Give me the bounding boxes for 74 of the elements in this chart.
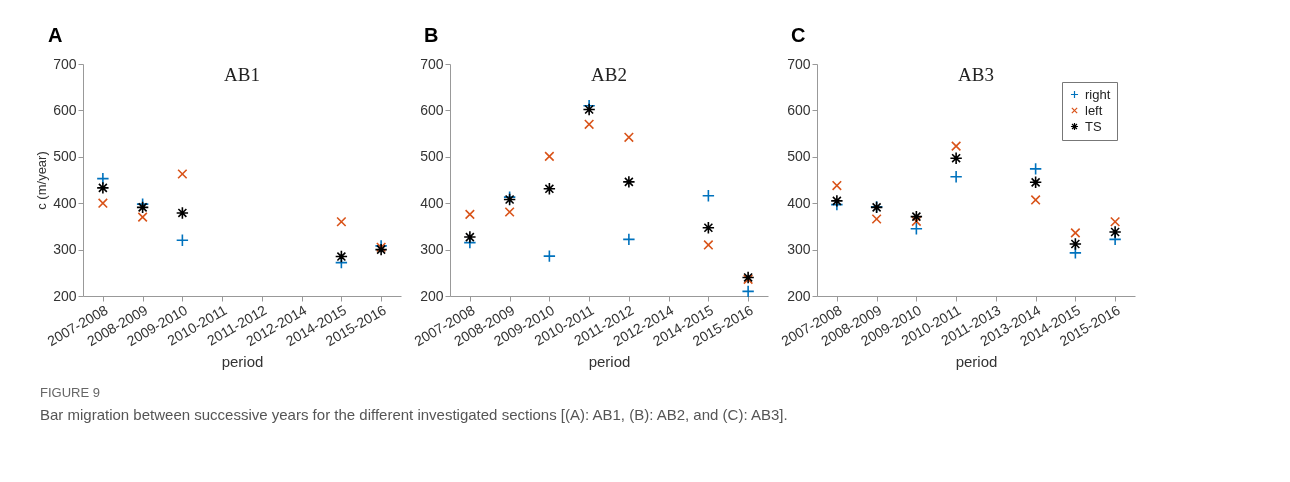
y-tick-label: 700 bbox=[787, 55, 811, 72]
point bbox=[951, 141, 962, 152]
point bbox=[177, 168, 188, 180]
text: Bar migration between successive years for the different investigated sections [(A): AB1, (B): AB2, and (C): AB3]. bbox=[40, 406, 789, 423]
point bbox=[701, 221, 715, 235]
x-axis-title: period bbox=[588, 353, 631, 371]
point bbox=[175, 206, 189, 220]
y-tick-label: 200 bbox=[420, 287, 444, 304]
y-tick-label: 400 bbox=[420, 194, 444, 211]
point bbox=[741, 284, 755, 298]
point bbox=[911, 216, 922, 227]
y-tick-label: 500 bbox=[53, 148, 77, 165]
legend-label: right bbox=[1085, 86, 1111, 102]
x-axis-title: period bbox=[955, 353, 998, 371]
point bbox=[949, 151, 963, 165]
y-tick-label: 500 bbox=[787, 148, 811, 165]
point bbox=[336, 216, 347, 227]
point bbox=[334, 250, 348, 264]
point bbox=[463, 230, 477, 244]
point bbox=[1110, 216, 1121, 227]
point bbox=[175, 233, 189, 247]
chart-title: AB2 bbox=[591, 64, 627, 85]
point bbox=[831, 180, 842, 191]
point bbox=[542, 182, 556, 196]
y-tick-label: 300 bbox=[420, 241, 444, 258]
point bbox=[1068, 237, 1082, 251]
chart-title: AB3 bbox=[958, 64, 994, 85]
point bbox=[544, 151, 555, 162]
point bbox=[464, 209, 475, 220]
point bbox=[949, 170, 963, 184]
point bbox=[1070, 227, 1081, 238]
y-tick-label: 300 bbox=[53, 241, 77, 258]
chart-title: AB1 bbox=[224, 64, 260, 85]
y-axis-title: c (m/year) bbox=[34, 151, 50, 210]
y-tick-label: 200 bbox=[53, 287, 77, 304]
y-tick-label: 600 bbox=[53, 101, 77, 118]
point bbox=[743, 274, 754, 285]
point bbox=[909, 222, 923, 236]
legend-label: TS bbox=[1085, 118, 1102, 134]
point bbox=[871, 213, 882, 225]
y-tick-label: 500 bbox=[420, 148, 444, 165]
legend-label: left bbox=[1085, 102, 1103, 118]
text: B bbox=[424, 24, 439, 47]
point bbox=[137, 212, 148, 223]
y-tick-label: 400 bbox=[53, 194, 77, 211]
y-tick-label: 700 bbox=[53, 55, 77, 72]
point bbox=[701, 189, 715, 203]
y-tick-label: 600 bbox=[787, 101, 811, 118]
x-axis-title: period bbox=[221, 353, 264, 371]
point bbox=[909, 210, 923, 224]
point bbox=[1030, 194, 1041, 206]
point bbox=[830, 194, 844, 208]
point bbox=[97, 198, 108, 209]
y-tick-label: 600 bbox=[420, 101, 444, 118]
y-tick-label: 200 bbox=[787, 287, 811, 304]
caption: FIGURE 9 bbox=[40, 385, 101, 400]
text: C bbox=[791, 24, 806, 47]
point bbox=[622, 175, 636, 189]
point bbox=[96, 181, 110, 195]
point bbox=[703, 239, 714, 251]
y-tick-label: 700 bbox=[420, 55, 444, 72]
point bbox=[623, 132, 634, 143]
point bbox=[1108, 225, 1122, 239]
point bbox=[584, 119, 595, 130]
point bbox=[504, 206, 515, 218]
point bbox=[374, 243, 388, 257]
point bbox=[542, 249, 556, 263]
point bbox=[1029, 162, 1043, 176]
y-tick-label: 300 bbox=[787, 241, 811, 258]
y-tick-label: 400 bbox=[787, 194, 811, 211]
point bbox=[1029, 175, 1043, 189]
point bbox=[622, 232, 636, 246]
point bbox=[741, 270, 755, 284]
text: A bbox=[48, 24, 63, 47]
